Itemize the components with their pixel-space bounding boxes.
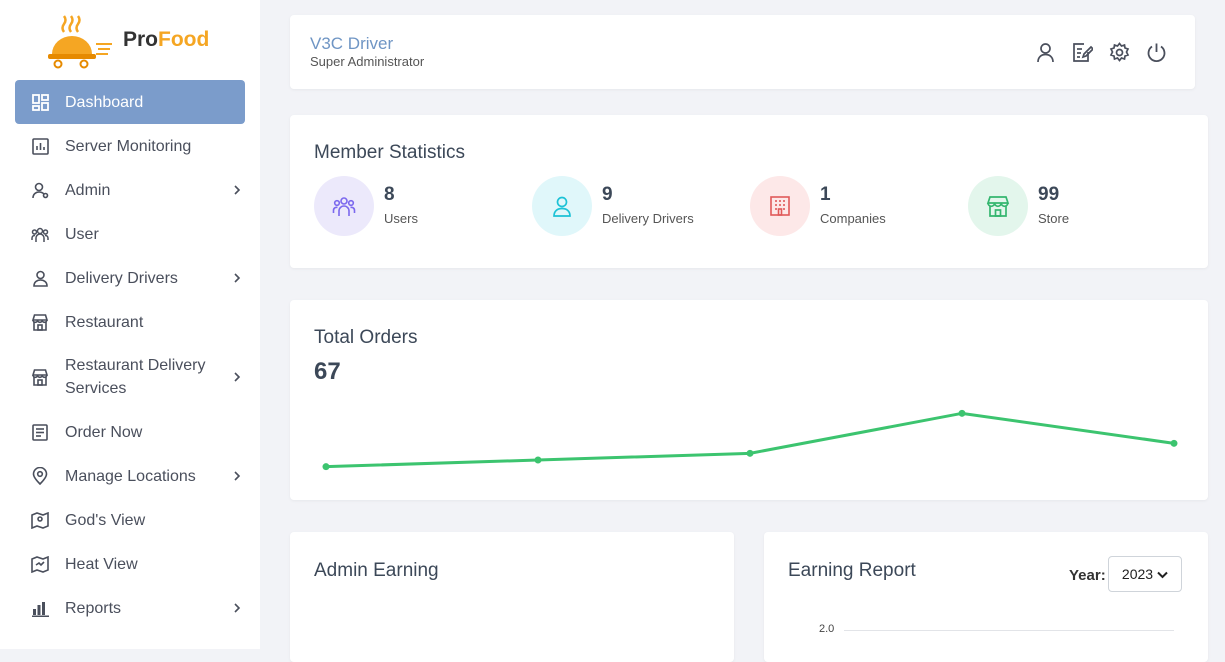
- power-icon[interactable]: [1146, 42, 1167, 63]
- sidebar-item-restaurant[interactable]: Restaurant: [15, 300, 245, 344]
- food-cloche-logo-icon: [48, 15, 112, 69]
- stat-value: 1: [820, 184, 831, 205]
- logo[interactable]: ProFood: [0, 0, 260, 80]
- year-select[interactable]: 2023: [1108, 556, 1182, 592]
- sidebar-item-user[interactable]: User: [15, 212, 245, 256]
- user-role: Super Administrator: [310, 54, 425, 69]
- total-orders-card: Total Orders 67: [290, 300, 1208, 500]
- store-icon: [968, 176, 1028, 236]
- store-icon: [31, 313, 49, 331]
- sidebar-item-dashboard[interactable]: Dashboard: [15, 80, 245, 124]
- sidebar-item-label: Server Monitoring: [65, 137, 192, 155]
- orders-data-point-5[interactable]: [1170, 439, 1178, 447]
- dashboard-icon: [31, 93, 49, 111]
- sidebar-item-label: Delivery Drivers: [65, 269, 178, 287]
- stat-label: Users: [384, 211, 418, 226]
- total-orders-title: Total Orders: [314, 327, 418, 348]
- profile-icon[interactable]: [1035, 42, 1056, 63]
- chart-gridline: [844, 630, 1174, 631]
- admin-earning-title: Admin Earning: [314, 560, 439, 581]
- member-statistics-title: Member Statistics: [314, 142, 465, 163]
- sidebar: ProFood Dashboard Server Monitoring Admi…: [0, 0, 260, 649]
- store-icon: [31, 368, 49, 386]
- logo-text-food: Food: [158, 28, 210, 51]
- earning-report-title: Earning Report: [788, 560, 916, 581]
- stat-delivery-drivers[interactable]: 9 Delivery Drivers: [532, 176, 732, 236]
- sidebar-item-gods-view[interactable]: God's View: [15, 498, 245, 542]
- sidebar-item-label: Restaurant: [65, 313, 144, 331]
- stat-value: 99: [1038, 184, 1060, 205]
- stat-store[interactable]: 99 Store: [968, 176, 1168, 236]
- stat-value: 8: [384, 184, 395, 205]
- sidebar-item-order-now[interactable]: Order Now: [15, 410, 245, 454]
- y-axis-tick-label: 2.0: [819, 623, 835, 635]
- sidebar-item-label: Dashboard: [65, 93, 144, 111]
- chevron-down-icon: [1157, 566, 1168, 582]
- users-icon: [314, 176, 374, 236]
- user-name: V3C Driver: [310, 34, 394, 53]
- year-label: Year:: [1069, 567, 1106, 584]
- map-pin-icon: [31, 511, 49, 529]
- orders-data-point-4[interactable]: [958, 409, 966, 417]
- sidebar-item-label: Restaurant Delivery Services: [65, 357, 206, 397]
- total-orders-line-chart: [322, 409, 1178, 471]
- sidebar-item-heat-view[interactable]: Heat View: [15, 542, 245, 586]
- edit-icon[interactable]: [1072, 42, 1093, 63]
- logo-text-pro: Pro: [123, 28, 159, 51]
- header-actions: [1035, 42, 1167, 63]
- total-orders-value: 67: [314, 358, 341, 385]
- member-statistics-card: Member Statistics 8 Users 9 Delivery Dri…: [290, 115, 1208, 268]
- bar-chart-icon: [31, 599, 49, 617]
- sidebar-item-label: Manage Locations: [65, 467, 196, 485]
- logo-text: ProFood: [123, 28, 209, 52]
- building-icon: [750, 176, 810, 236]
- settings-icon[interactable]: [1109, 42, 1130, 63]
- sidebar-item-label: God's View: [65, 511, 146, 529]
- sidebar-item-label: Admin: [65, 181, 111, 199]
- chevron-right-icon: [233, 372, 243, 382]
- sidebar-item-server-monitoring[interactable]: Server Monitoring: [15, 124, 245, 168]
- profile-header-card: V3C Driver Super Administrator: [290, 15, 1195, 89]
- sidebar-item-label: Reports: [65, 599, 122, 617]
- orders-data-point-2[interactable]: [534, 456, 542, 464]
- sidebar-item-admin[interactable]: Admin: [15, 168, 245, 212]
- sidebar-item-manage-locations[interactable]: Manage Locations: [15, 454, 245, 498]
- location-pin-icon: [31, 467, 49, 485]
- sidebar-item-delivery-drivers[interactable]: Delivery Drivers: [15, 256, 245, 300]
- sidebar-item-label: Order Now: [65, 423, 143, 441]
- chevron-right-icon: [233, 185, 243, 195]
- year-select-value: 2023: [1121, 566, 1154, 582]
- sidebar-menu: Dashboard Server Monitoring Admin User D…: [15, 80, 245, 630]
- sidebar-item-label: Heat View: [65, 555, 138, 573]
- chevron-right-icon: [233, 273, 243, 283]
- sidebar-item-restaurant-delivery-services[interactable]: Restaurant Delivery Services: [15, 344, 245, 410]
- stat-value: 9: [602, 184, 613, 205]
- orders-data-point-1[interactable]: [322, 463, 330, 471]
- stat-label: Store: [1038, 211, 1070, 226]
- order-list-icon: [31, 423, 49, 441]
- chart-box-icon: [31, 137, 49, 155]
- chevron-right-icon: [233, 471, 243, 481]
- stat-label: Companies: [820, 211, 886, 226]
- admin-earning-card: Admin Earning: [290, 532, 734, 662]
- chevron-right-icon: [233, 603, 243, 613]
- admin-user-icon: [31, 181, 49, 199]
- orders-data-point-3[interactable]: [746, 449, 754, 457]
- users-icon: [31, 225, 49, 243]
- stat-label: Delivery Drivers: [602, 211, 694, 226]
- driver-icon: [31, 269, 49, 287]
- sidebar-item-reports[interactable]: Reports: [15, 586, 245, 630]
- stat-companies[interactable]: 1 Companies: [750, 176, 950, 236]
- orders-series-line: [325, 411, 1175, 469]
- earning-report-card: Earning Report Year: 2023 2.0: [764, 532, 1208, 662]
- sidebar-item-label: User: [65, 225, 99, 243]
- stat-users[interactable]: 8 Users: [314, 176, 514, 236]
- driver-icon: [532, 176, 592, 236]
- heat-map-icon: [31, 555, 49, 573]
